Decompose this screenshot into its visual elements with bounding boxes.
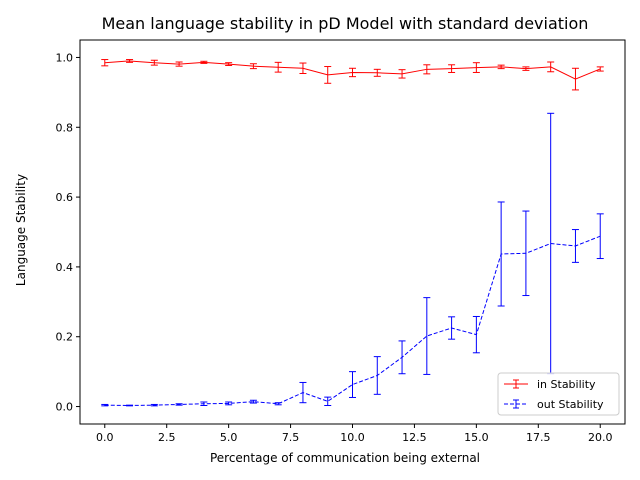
axes-frame (79, 39, 626, 425)
y-axis-label: Language Stability (14, 174, 28, 286)
x-tick-label: 7.5 (282, 431, 300, 444)
series-out-stability (101, 112, 604, 407)
legend-box (497, 372, 620, 416)
x-axis-label: Percentage of communication being extern… (210, 451, 480, 465)
legend-label-out-stability: out Stability (537, 398, 604, 411)
legend-entry-out-stability: out Stability (504, 398, 604, 411)
x-tick-label: 2.5 (158, 431, 176, 444)
y-tick-label: 0.4 (56, 261, 74, 274)
x-tick-label: 5.0 (220, 431, 238, 444)
y-tick-label: 0.2 (56, 331, 74, 344)
x-tick-label: 15.0 (464, 431, 489, 444)
legend-entry-in-stability: in Stability (504, 378, 596, 391)
y-tick-label: 0.0 (56, 401, 74, 414)
x-tick-label: 17.5 (526, 431, 551, 444)
series-line-in-stability (104, 60, 601, 80)
chart-title: Mean language stability in pD Model with… (102, 14, 589, 33)
axes: 0.0 2.5 5.0 7.5 10.0 12.5 15.0 17.5 20.0 0.0 0.2 0.… (56, 39, 626, 444)
legend-label-in-stability: in Stability (537, 378, 596, 391)
x-tick-label: 0.0 (96, 431, 114, 444)
x-tick-label: 10.0 (340, 431, 365, 444)
series-in-stability (101, 59, 604, 91)
y-tick-label: 0.8 (56, 121, 74, 134)
x-tick-label: 20.0 (588, 431, 613, 444)
series-line-out-stability (104, 235, 601, 407)
y-tick-label: 0.6 (56, 191, 74, 204)
x-tick-label: 12.5 (402, 431, 427, 444)
plot-area (101, 59, 604, 407)
legend: in Stability out Stability (497, 372, 620, 416)
y-tick-label: 1.0 (56, 51, 74, 64)
